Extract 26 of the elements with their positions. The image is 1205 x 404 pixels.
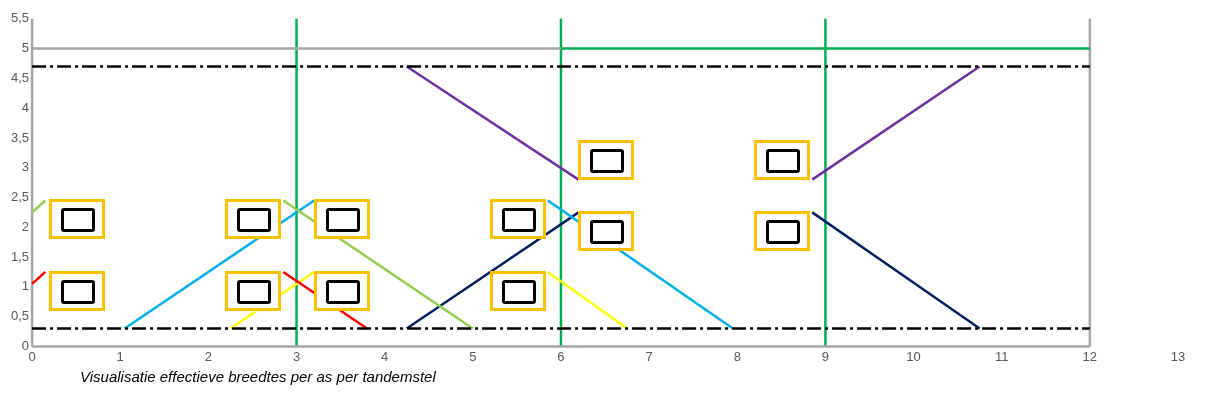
x-tick-label: 8 <box>733 348 741 364</box>
y-tick-label: 3 <box>21 159 30 175</box>
x-tick-label: 13 <box>1170 348 1186 364</box>
y-tick-label: 3,5 <box>10 129 30 145</box>
y-tick-label: 1 <box>21 278 30 294</box>
x-tick-label: 3 <box>292 348 301 364</box>
text: Visualisatie effectieve breedtes per as per tandemstel <box>80 368 437 385</box>
x-tick-label: 5 <box>469 348 477 364</box>
y-tick-label: 2,5 <box>10 189 30 205</box>
x-tick-label: 6 <box>557 348 565 364</box>
x-tick-label: 12 <box>1082 348 1098 364</box>
x-tick-label: 7 <box>645 348 653 364</box>
y-tick-label: 1,5 <box>10 248 30 264</box>
y-tick-label: 4 <box>21 99 30 115</box>
y-tick-label: 2 <box>21 218 30 234</box>
x-tick-label: 10 <box>906 348 921 364</box>
y-tick-label: 0,5 <box>10 308 30 324</box>
y-tick-label: 5,5 <box>10 10 30 26</box>
x-tick-label: 11 <box>994 348 1009 364</box>
y-tick-label: 5 <box>21 40 30 56</box>
y-tick-label: 4,5 <box>10 69 30 85</box>
y-tick-label: 0 <box>21 337 30 353</box>
x-tick-label: 4 <box>381 348 389 364</box>
x-tick-label: 9 <box>821 348 830 364</box>
x-tick-label: 1 <box>116 348 124 364</box>
x-tick-label: 2 <box>204 348 212 364</box>
